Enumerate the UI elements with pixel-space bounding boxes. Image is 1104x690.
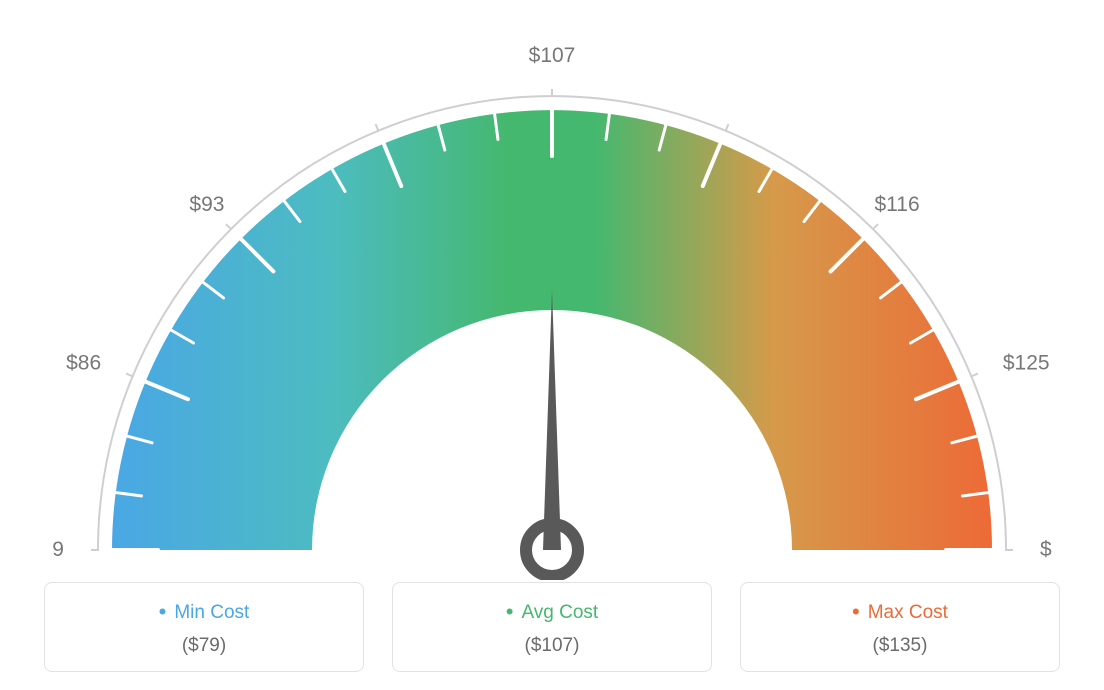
- svg-text:$86: $86: [66, 351, 101, 374]
- legend-min-label: Min Cost: [45, 599, 363, 625]
- svg-text:$135: $135: [1040, 538, 1052, 561]
- svg-text:$116: $116: [874, 193, 919, 216]
- legend-max-label: Max Cost: [741, 599, 1059, 625]
- svg-text:$79: $79: [52, 538, 64, 561]
- svg-text:$93: $93: [189, 193, 224, 216]
- legend-card-avg: Avg Cost ($107): [392, 582, 712, 672]
- svg-text:$107: $107: [529, 44, 576, 67]
- legend-card-max: Max Cost ($135): [740, 582, 1060, 672]
- svg-text:$125: $125: [1003, 351, 1050, 374]
- legend-avg-value: ($107): [393, 635, 711, 657]
- legend-max-value: ($135): [741, 635, 1059, 657]
- legend-avg-label: Avg Cost: [393, 599, 711, 625]
- cost-gauge-chart: $79 $86 $93 $107 $116 $125 $135: [52, 20, 1052, 580]
- legend-card-min: Min Cost ($79): [44, 582, 364, 672]
- legend-min-value: ($79): [45, 635, 363, 657]
- legend-row: Min Cost ($79) Avg Cost ($107) Max Cost …: [44, 582, 1060, 672]
